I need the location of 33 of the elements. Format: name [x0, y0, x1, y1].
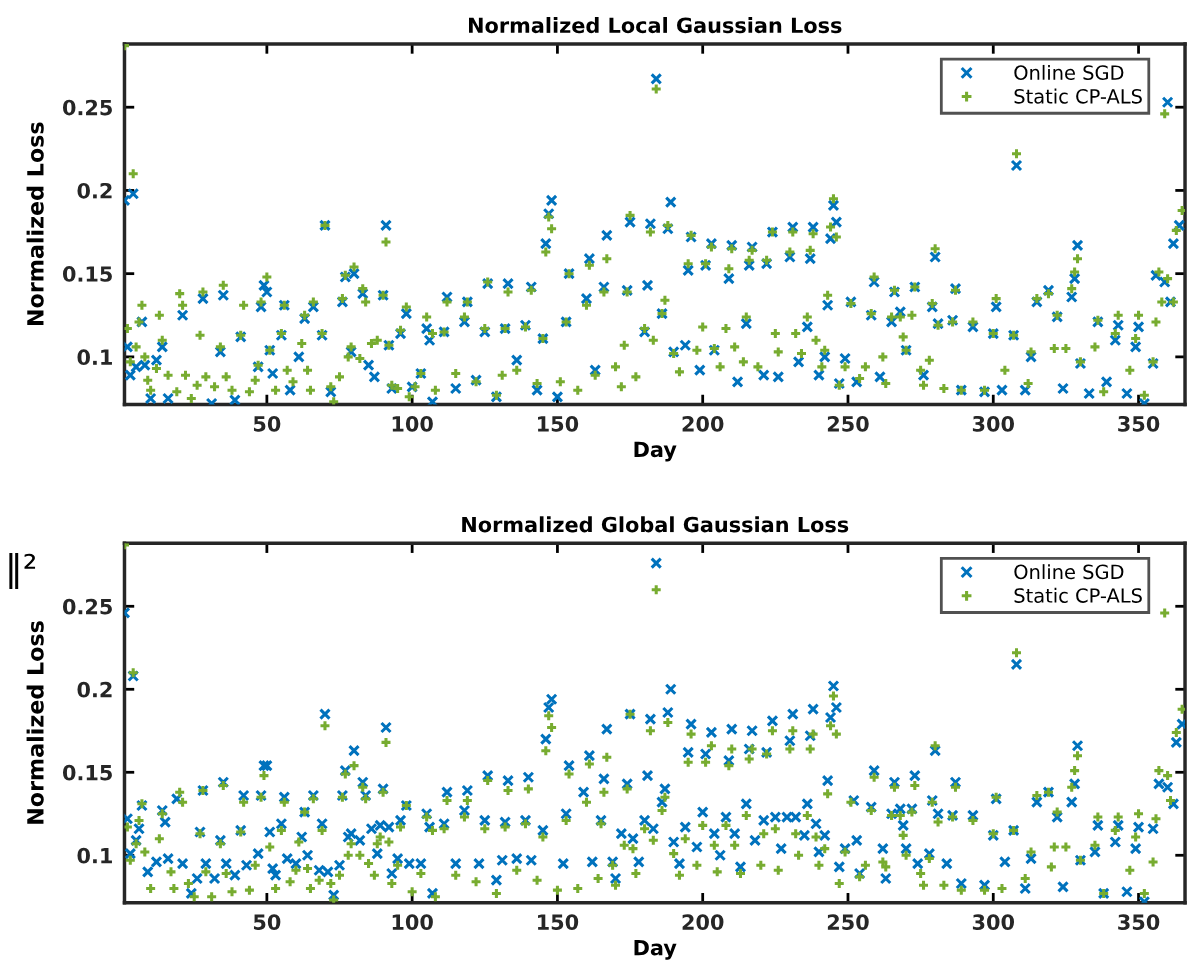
y-axis-title: Normalized Loss — [26, 122, 44, 326]
y-tick-label: 0.25 — [62, 99, 112, 116]
legend-label: Static CP-ALS — [1014, 88, 1142, 104]
y-tick-label: 0.25 — [62, 598, 112, 615]
x-tick-label: 300 — [972, 914, 1015, 930]
x-tick-label: 150 — [538, 415, 579, 432]
y-tick-label: 0.2 — [77, 681, 112, 698]
y-tick-label: 0.15 — [62, 266, 112, 282]
legend-label: Online SGD — [1014, 64, 1124, 80]
x-tick-label: 300 — [972, 415, 1015, 432]
x-tick-label: 200 — [682, 415, 724, 432]
x-tick-label: 100 — [392, 914, 433, 930]
y-tick-label: 0.1 — [77, 847, 112, 864]
x-tick-label: 250 — [827, 914, 869, 930]
x-tick-label: 100 — [392, 415, 433, 432]
x-tick-label: 150 — [538, 914, 579, 930]
x-tick-label: 50 — [253, 415, 281, 432]
x-axis-title: Day — [634, 940, 677, 960]
x-tick-label: 350 — [1118, 914, 1160, 930]
x-tick-label: 350 — [1118, 415, 1160, 432]
text: ‖² — [9, 552, 36, 590]
x-axis-title: Day — [634, 441, 677, 462]
chart-title: Normalized Global Gaussian Loss — [462, 516, 849, 533]
y-tick-label: 0.2 — [77, 182, 112, 199]
legend-label: Online SGD — [1014, 564, 1124, 580]
legend-label: Static CP-ALS — [1014, 587, 1142, 603]
y-axis-title: Normalized Loss — [26, 621, 44, 824]
y-tick-label: 0.1 — [77, 349, 112, 366]
x-tick-label: 50 — [253, 914, 281, 930]
y-tick-label: 0.15 — [62, 764, 112, 781]
x-tick-label: 200 — [682, 914, 724, 930]
chart-title: Normalized Local Gaussian Loss — [469, 17, 842, 34]
x-tick-label: 250 — [827, 415, 869, 432]
